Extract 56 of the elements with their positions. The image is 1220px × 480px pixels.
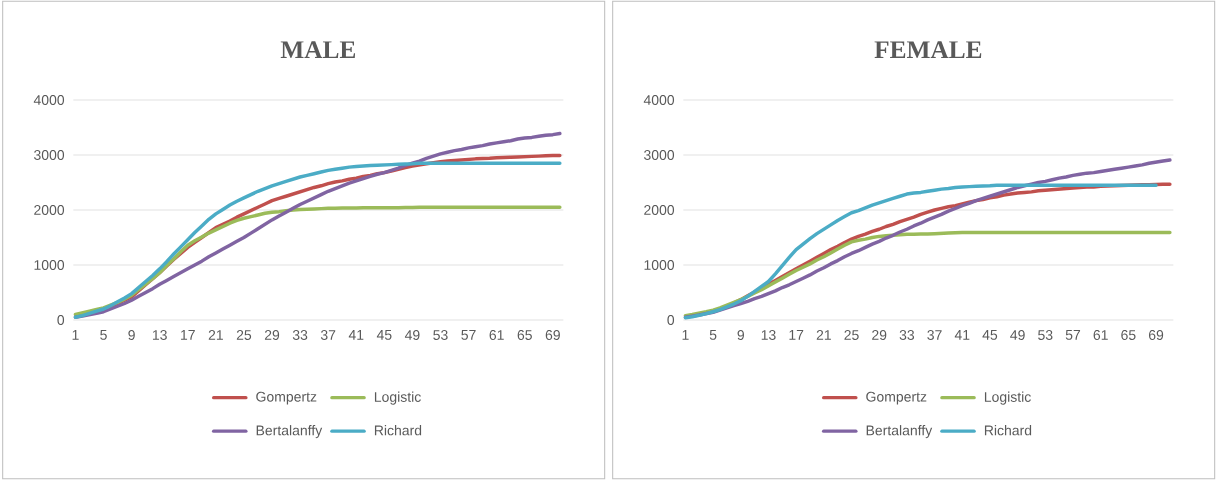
legend-label: Bertalanffy <box>866 425 933 439</box>
chart-title: MALE <box>280 41 356 58</box>
y-tick-label: 0 <box>57 315 65 325</box>
x-tick-label: 17 <box>789 330 804 340</box>
x-tick-label: 33 <box>899 330 915 340</box>
x-tick-label: 21 <box>208 330 223 340</box>
x-tick-label: 1 <box>72 330 79 340</box>
y-tick-label: 1000 <box>644 260 675 270</box>
chart-title: FEMALE <box>874 41 982 58</box>
x-tick-label: 41 <box>954 330 970 340</box>
x-tick-label: 1 <box>682 330 689 340</box>
x-tick-label: 9 <box>737 330 744 340</box>
x-tick-label: 61 <box>1093 330 1108 340</box>
x-tick-label: 49 <box>404 330 420 340</box>
x-tick-label: 45 <box>982 330 998 340</box>
y-tick-label: 3000 <box>644 150 675 160</box>
x-tick-label: 37 <box>927 330 942 340</box>
x-tick-label: 37 <box>320 330 336 340</box>
y-tick-label: 2000 <box>34 205 65 215</box>
x-tick-label: 21 <box>816 330 831 340</box>
x-tick-label: 65 <box>1121 330 1136 340</box>
x-tick-label: 53 <box>1038 330 1053 340</box>
x-tick-label: 13 <box>761 330 776 340</box>
legend-label: Richard <box>984 425 1032 436</box>
x-tick-label: 25 <box>236 330 252 340</box>
x-tick-label: 25 <box>844 330 859 340</box>
x-tick-label: 69 <box>545 330 560 340</box>
x-tick-label: 29 <box>872 330 887 340</box>
x-tick-label: 9 <box>128 330 135 340</box>
y-tick-label: 0 <box>667 315 675 325</box>
x-tick-label: 29 <box>264 330 280 340</box>
legend-label: Bertalanffy <box>256 425 323 439</box>
x-tick-label: 13 <box>152 330 167 340</box>
x-tick-label: 57 <box>461 330 476 340</box>
y-tick-label: 4000 <box>643 95 675 105</box>
legend-label: Logistic <box>984 391 1031 405</box>
x-tick-label: 5 <box>100 330 107 340</box>
x-tick-label: 49 <box>1010 330 1025 340</box>
x-tick-label: 41 <box>348 330 364 340</box>
x-tick-label: 5 <box>709 330 717 340</box>
x-tick-label: 65 <box>517 330 532 340</box>
y-tick-label: 1000 <box>34 260 65 270</box>
legend-label: Logistic <box>374 391 421 405</box>
x-tick-label: 69 <box>1148 330 1164 340</box>
y-tick-label: 3000 <box>34 150 65 160</box>
x-tick-label: 57 <box>1065 330 1081 340</box>
x-tick-label: 45 <box>376 330 392 340</box>
x-tick-label: 33 <box>292 330 308 340</box>
x-tick-label: 61 <box>489 330 504 340</box>
x-tick-label: 17 <box>181 330 195 340</box>
legend-label: Gompertz <box>256 391 317 405</box>
legend-label: Richard <box>374 425 422 436</box>
legend-label: Gompertz <box>866 391 927 405</box>
y-tick-label: 4000 <box>33 95 65 105</box>
x-tick-label: 53 <box>433 330 448 340</box>
y-tick-label: 2000 <box>644 205 675 215</box>
